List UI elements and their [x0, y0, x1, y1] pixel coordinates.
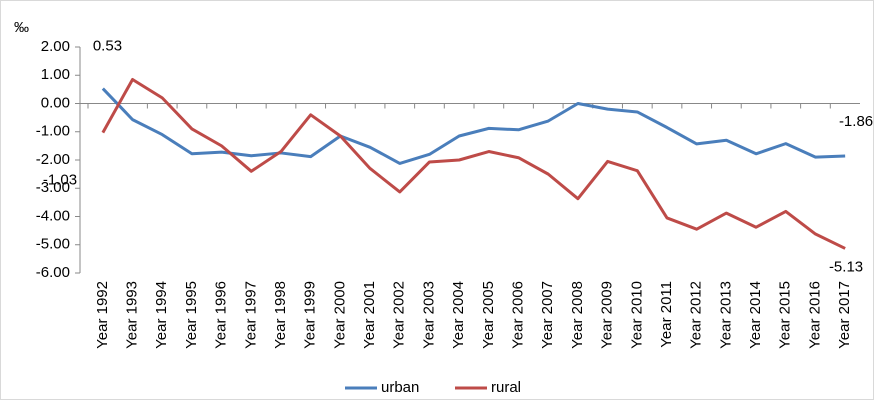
x-tick-label: Year 2012 — [688, 281, 705, 349]
x-tick-label: Year 1998 — [272, 281, 289, 349]
x-tick-label: Year 2000 — [331, 281, 348, 349]
x-tick-label: Year 1992 — [94, 281, 111, 349]
x-tick-label: Year 2016 — [806, 281, 823, 349]
series-line — [101, 77, 846, 250]
x-tick-label: Year 2015 — [777, 281, 794, 349]
x-tick-label: Year 1993 — [124, 281, 141, 349]
y-tick-label: 0.00 — [41, 94, 70, 111]
y-tick-label: -5.00 — [36, 236, 70, 253]
legend-label: urban — [381, 379, 419, 396]
x-tick-label: Year 2001 — [361, 281, 378, 349]
x-tick-label: Year 1994 — [153, 281, 170, 349]
x-tick-label: Year 2017 — [836, 281, 853, 349]
legend-label: rural — [491, 379, 521, 396]
y-tick-label: 2.00 — [41, 38, 70, 55]
x-tick-label: Year 2006 — [510, 281, 527, 349]
x-tick-label: Year 2014 — [747, 281, 764, 349]
x-tick-label: Year 1999 — [302, 281, 319, 349]
y-tick-label: -6.00 — [36, 264, 70, 281]
x-tick-label: Year 1996 — [213, 281, 230, 349]
y-tick-label: -1.00 — [36, 123, 70, 140]
x-tick-label: Year 2011 — [658, 281, 675, 348]
x-tick-label: Year 1997 — [242, 281, 259, 349]
y-tick-label: -2.00 — [36, 151, 70, 168]
data-label: 0.53 — [93, 37, 122, 54]
x-tick-label: Year 2013 — [717, 281, 734, 349]
y-tick-label: -3.00 — [36, 179, 70, 196]
y-axis-label: ‰ — [14, 19, 29, 36]
x-tick-label: Year 2002 — [391, 281, 408, 349]
x-tick-label: Year 2010 — [628, 281, 645, 349]
data-label: -1.03 — [43, 172, 77, 189]
x-tick-label: Year 2003 — [420, 281, 437, 349]
x-tick-label: Year 2007 — [539, 281, 556, 349]
x-tick-label: Year 2008 — [569, 281, 586, 349]
y-tick-label: 1.00 — [41, 66, 70, 83]
x-tick-label: Year 2004 — [450, 281, 467, 349]
series-line — [101, 87, 846, 165]
y-tick-label: -4.00 — [36, 207, 70, 224]
data-label: -5.13 — [829, 258, 863, 275]
x-tick-label: Year 1995 — [183, 281, 200, 349]
x-tick-label: Year 2009 — [599, 281, 616, 349]
x-tick-label: Year 2005 — [480, 281, 497, 349]
data-label: -1.86 — [839, 113, 873, 130]
